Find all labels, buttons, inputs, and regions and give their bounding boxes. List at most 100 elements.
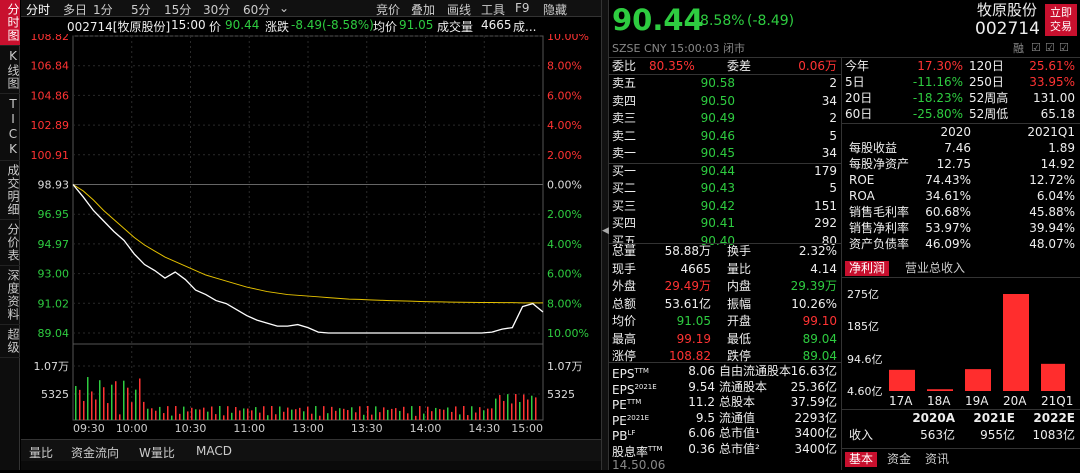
perf-value: 17.30% xyxy=(917,59,963,73)
volume-bar xyxy=(255,407,257,420)
indicator-tab-0[interactable]: 量比 xyxy=(29,446,54,460)
period-tab-0[interactable]: 分时 xyxy=(26,3,51,17)
price-tick-2: 104.86 xyxy=(31,89,70,102)
period-tab-1[interactable]: 多日 xyxy=(63,3,88,17)
panel-tab-0[interactable]: 基本 xyxy=(845,452,878,467)
volume-bar xyxy=(99,380,101,420)
left-tab-5[interactable]: 深度资料 xyxy=(0,266,20,325)
val-value: 0.36 xyxy=(688,441,715,456)
stat-value: 4665 xyxy=(680,261,711,276)
fin-label: ROE xyxy=(849,173,875,187)
forecast-value: 563亿 xyxy=(920,428,955,442)
tool-button-5[interactable]: 隐藏 xyxy=(543,3,568,17)
settings-icon[interactable]: ☑ xyxy=(1059,41,1069,54)
volume-bar xyxy=(115,381,117,420)
chart-info-bar: 002714[牧原股份] 15:00 价 90.44 涨跌 -8.49(-8.5… xyxy=(21,17,601,34)
intraday-chart[interactable]: 108.82 10.00% 106.84 8.00% 104.86 6.00% 102.89… xyxy=(21,34,601,439)
volume-bar xyxy=(151,408,153,420)
price-value: 90.44 xyxy=(225,18,260,32)
last-price: 90.44 xyxy=(612,3,704,37)
period-tab-2[interactable]: 1分 xyxy=(93,3,113,17)
volume-bar xyxy=(371,414,373,420)
val-label-main: PE xyxy=(612,413,627,428)
fin-label: ROA xyxy=(849,189,875,203)
avg-label: 均价 xyxy=(373,20,398,34)
panel-tab-2[interactable]: 资讯 xyxy=(925,452,950,466)
time-tick-4: 13:00 xyxy=(292,422,324,435)
price-tick-9: 91.02 xyxy=(38,297,70,310)
period-tab-6[interactable]: 60分 xyxy=(243,3,271,17)
tool-button-0[interactable]: 竞价 xyxy=(376,3,401,17)
indicator-tab-2[interactable]: W量比 xyxy=(139,446,175,460)
stat-label-2: 振幅 xyxy=(727,296,752,311)
stat-label: 现手 xyxy=(612,261,637,276)
pct-tick-0: 10.00% xyxy=(547,34,589,43)
left-tab-4[interactable]: 分价表 xyxy=(0,220,20,266)
val-label-2: 总股本 xyxy=(719,395,756,409)
tool-button-4[interactable]: F9 xyxy=(515,1,530,15)
profit-tab-0[interactable]: 净利润 xyxy=(845,261,890,276)
tool-button-1[interactable]: 叠加 xyxy=(411,3,436,17)
horizontal-scrollbar[interactable] xyxy=(21,461,601,470)
period-tab-3[interactable]: 5分 xyxy=(131,3,151,17)
left-tab-3[interactable]: 成交明细 xyxy=(0,161,20,220)
volume-bar xyxy=(95,399,97,420)
fin-value-2021: 6.04% xyxy=(1036,189,1075,203)
link-icon[interactable]: ☑ xyxy=(1031,41,1041,54)
left-tab-6[interactable]: 超级 xyxy=(0,325,20,358)
pct-tick-9: 8.00% xyxy=(547,297,582,310)
book-volume: 80 xyxy=(821,233,837,248)
tool-button-3[interactable]: 工具 xyxy=(481,3,506,17)
book-price: 90.44 xyxy=(700,163,735,178)
volume-bar xyxy=(179,413,181,420)
indicator-tab-3[interactable]: MACD xyxy=(196,444,232,458)
left-tab-1[interactable]: K线图 xyxy=(0,46,20,94)
quote-panel: 90.44 -8.58% (-8.49) 牧原股份 002714 立即交易 SZ… xyxy=(609,0,1080,472)
price-tick-6: 96.95 xyxy=(38,208,70,221)
volume-bar xyxy=(447,407,449,420)
volume-bar xyxy=(107,403,109,420)
tool-button-2[interactable]: 画线 xyxy=(447,3,472,17)
left-tab-0[interactable]: 分时图 xyxy=(0,0,20,46)
panel-tab-1[interactable]: 资金 xyxy=(887,452,912,466)
collapse-arrow-icon[interactable]: ◀ xyxy=(602,226,609,236)
volume-bar xyxy=(143,401,145,420)
volume-bar xyxy=(439,409,441,420)
val-value-2: 37.59亿 xyxy=(790,395,837,409)
period-tab-4[interactable]: 15分 xyxy=(164,3,192,17)
volume-bar xyxy=(243,408,245,420)
volume-bar xyxy=(535,397,537,420)
period-tab-5[interactable]: 30分 xyxy=(203,3,231,17)
time-tick-8: 15:00 xyxy=(511,422,543,435)
price-tick-3: 102.89 xyxy=(31,119,70,132)
trade-now-button[interactable]: 立即交易 xyxy=(1045,4,1077,36)
stat-value-2: 2.32% xyxy=(798,244,837,258)
pct-tick-8: 6.00% xyxy=(547,268,582,281)
volume-bar xyxy=(375,406,377,420)
volume-bar xyxy=(135,389,137,420)
volume-bar xyxy=(327,413,329,420)
price-tick-4: 100.91 xyxy=(31,149,70,162)
val-label-sup: TTM xyxy=(626,398,642,406)
stat-label: 均价 xyxy=(612,314,637,328)
profit-tab-1[interactable]: 营业总收入 xyxy=(905,261,966,275)
stat-label: 总量 xyxy=(612,244,637,258)
book-level-label: 买三 xyxy=(612,198,637,213)
forecast-head: 2022E xyxy=(1033,411,1075,425)
stat-label: 最高 xyxy=(612,331,637,346)
avg-value: 91.05 xyxy=(399,18,434,32)
indicator-tab-1[interactable]: 资金流向 xyxy=(71,446,120,460)
stat-label-2: 开盘 xyxy=(727,314,752,328)
volume-bar xyxy=(395,408,397,420)
stat-label-2: 量比 xyxy=(727,261,752,276)
expand-icon[interactable]: ☑ xyxy=(1045,41,1055,54)
volume-label: 成交量 xyxy=(437,20,474,34)
period-tab-7[interactable]: ⌄ xyxy=(279,1,290,15)
volume-bar xyxy=(499,394,501,420)
panel-divider[interactable]: ◀ xyxy=(601,0,609,470)
volume-bar xyxy=(207,411,209,420)
volume-bar xyxy=(159,406,161,420)
profit-ytick-3: 4.60亿 xyxy=(847,385,883,398)
left-tab-2[interactable]: TICK xyxy=(0,94,20,161)
fin-value-2021: 45.88% xyxy=(1029,205,1075,219)
